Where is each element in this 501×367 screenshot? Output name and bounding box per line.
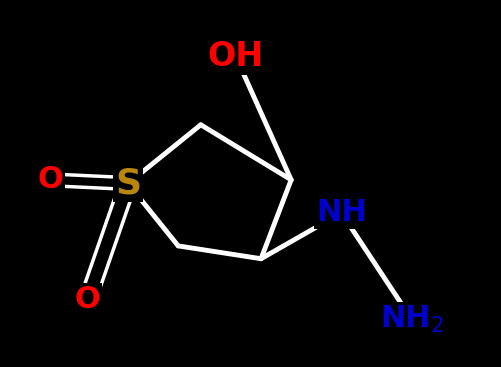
Text: S: S xyxy=(115,167,141,200)
Text: OH: OH xyxy=(207,40,264,73)
Text: O: O xyxy=(37,165,63,195)
Text: O: O xyxy=(75,284,101,314)
Text: NH$_2$: NH$_2$ xyxy=(379,304,443,335)
Text: NH: NH xyxy=(315,198,366,228)
